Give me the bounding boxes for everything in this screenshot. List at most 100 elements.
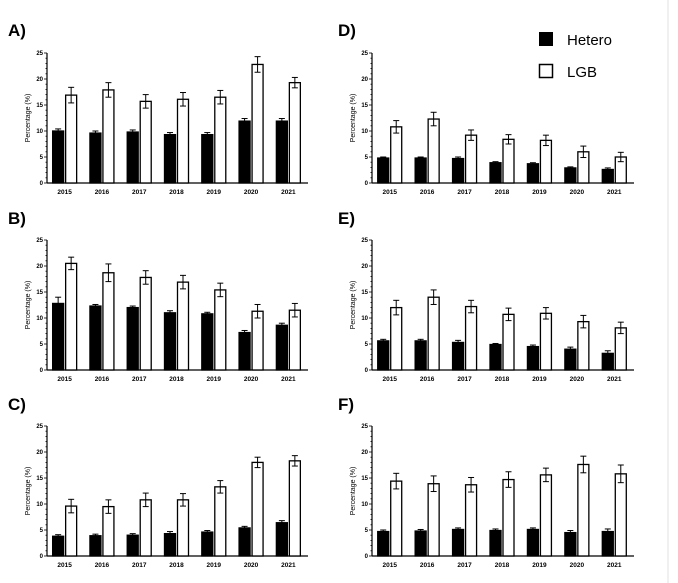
y-tick-label: 20 xyxy=(361,264,368,270)
bar-hetero xyxy=(51,130,65,184)
bar-hetero xyxy=(275,120,289,184)
y-axis-label: Percentage (%) xyxy=(25,281,32,330)
x-tick-label: 2019 xyxy=(207,562,222,569)
bar-hetero xyxy=(89,132,102,184)
bar-hetero xyxy=(238,120,251,184)
panel-f: F) 0 5 10 15 20 25 Percentage (%) 2015 2016 2017 20… xyxy=(338,395,634,569)
bar-hetero xyxy=(564,531,577,557)
y-tick-label: 5 xyxy=(365,528,369,534)
x-tick-label: 2016 xyxy=(420,189,435,196)
x-tick-label: 2017 xyxy=(457,562,472,569)
x-tick-label: 2020 xyxy=(570,376,585,383)
bar-lgb xyxy=(139,499,152,557)
legend-swatch-hetero xyxy=(539,32,553,46)
x-tick-label: 2021 xyxy=(281,562,296,569)
bar-hetero xyxy=(601,530,614,557)
bar-hetero xyxy=(377,340,390,371)
legend-label-hetero: Hetero xyxy=(567,32,612,49)
y-tick-label: 10 xyxy=(36,502,43,508)
bar-hetero xyxy=(564,167,577,184)
bar-hetero xyxy=(451,528,465,557)
bar-hetero xyxy=(201,133,214,184)
bar-hetero xyxy=(564,348,577,371)
panel-a: A) 0 5 10 15 20 25 Percentage (%) 2015 2016 2017 20… xyxy=(8,21,308,196)
y-tick-label: 0 xyxy=(365,368,369,374)
y-axis-label: Percentage (%) xyxy=(25,94,32,143)
bar-lgb xyxy=(102,505,115,557)
bar-hetero xyxy=(526,528,540,557)
y-tick-label: 0 xyxy=(365,181,369,187)
x-tick-label: 2016 xyxy=(420,376,435,383)
bar-hetero xyxy=(414,530,427,557)
x-tick-label: 2017 xyxy=(132,189,147,196)
y-tick-label: 0 xyxy=(365,554,369,560)
y-tick-label: 10 xyxy=(361,316,368,322)
y-tick-label: 5 xyxy=(40,528,44,534)
bar-lgb xyxy=(176,98,190,184)
bar-lgb xyxy=(139,100,152,184)
y-tick-label: 5 xyxy=(40,342,44,348)
x-tick-label: 2018 xyxy=(169,562,184,569)
bar-lgb xyxy=(427,483,440,557)
bar-lgb xyxy=(139,276,152,371)
y-tick-label: 20 xyxy=(36,450,43,456)
x-tick-label: 2020 xyxy=(244,189,259,196)
bar-hetero xyxy=(201,531,214,557)
bar-lgb xyxy=(390,126,403,184)
y-tick-label: 0 xyxy=(40,368,44,374)
bar-lgb xyxy=(288,309,302,371)
y-tick-label: 15 xyxy=(36,103,43,109)
x-tick-label: 2018 xyxy=(495,189,510,196)
x-tick-label: 2017 xyxy=(132,376,147,383)
x-tick-label: 2020 xyxy=(570,562,585,569)
bar-hetero xyxy=(126,306,139,371)
x-tick-label: 2021 xyxy=(607,376,622,383)
x-tick-label: 2016 xyxy=(95,562,110,569)
bar-hetero xyxy=(275,324,289,371)
y-tick-label: 25 xyxy=(361,424,368,430)
bar-lgb xyxy=(614,327,627,371)
y-tick-label: 20 xyxy=(36,77,43,83)
bar-lgb xyxy=(390,480,403,557)
bar-hetero xyxy=(489,162,502,184)
bar-lgb xyxy=(539,474,553,557)
panel-label: A) xyxy=(8,21,26,40)
bar-lgb xyxy=(64,262,78,371)
panel-label: C) xyxy=(8,395,26,414)
panel-e: E) 0 5 10 15 20 25 Percentage (%) 2015 2016 2017 20… xyxy=(338,209,634,383)
bar-lgb xyxy=(251,310,264,371)
bar-lgb xyxy=(64,94,78,184)
x-tick-label: 2016 xyxy=(95,189,110,196)
bar-lgb xyxy=(288,81,302,184)
bar-hetero xyxy=(163,133,177,184)
y-tick-label: 25 xyxy=(36,238,43,244)
x-tick-label: 2019 xyxy=(532,189,547,196)
bar-hetero xyxy=(163,532,177,557)
bar-hetero xyxy=(89,535,102,557)
bar-lgb xyxy=(214,289,227,371)
bar-lgb xyxy=(539,139,553,184)
legend-label-lgb: LGB xyxy=(567,64,597,81)
bar-lgb xyxy=(288,460,302,557)
bar-hetero xyxy=(238,331,251,371)
bar-lgb xyxy=(464,484,478,557)
bar-hetero xyxy=(414,157,427,184)
y-tick-label: 15 xyxy=(361,290,368,296)
bar-lgb xyxy=(214,96,227,184)
bar-hetero xyxy=(526,345,540,371)
bar-hetero xyxy=(201,313,214,371)
y-axis-label: Percentage (%) xyxy=(350,94,357,143)
x-tick-label: 2015 xyxy=(57,189,72,196)
x-tick-label: 2018 xyxy=(495,376,510,383)
y-tick-label: 10 xyxy=(361,502,368,508)
bar-lgb xyxy=(464,305,478,371)
bar-hetero xyxy=(238,527,251,557)
bar-lgb xyxy=(102,272,115,371)
x-tick-label: 2019 xyxy=(532,376,547,383)
bar-hetero xyxy=(601,168,614,184)
panel-label: D) xyxy=(338,21,356,40)
bar-hetero xyxy=(51,302,65,371)
y-tick-label: 10 xyxy=(361,129,368,135)
x-tick-label: 2021 xyxy=(607,189,622,196)
x-tick-label: 2018 xyxy=(169,376,184,383)
